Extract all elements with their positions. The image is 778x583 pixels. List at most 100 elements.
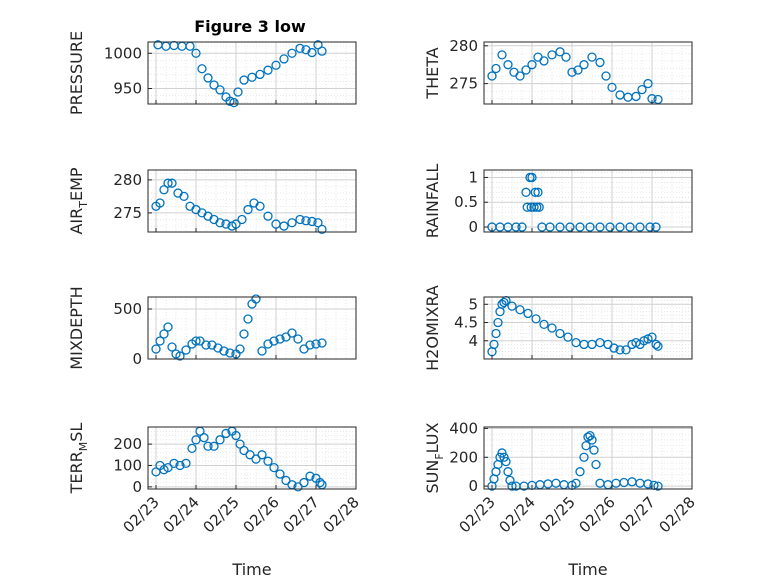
y-tick-label: 0.5 [454,193,478,211]
y-tick-label: 200 [449,448,478,466]
y-tick-label: 500 [113,300,142,318]
data-point [507,301,517,311]
x-tick-label: 02/27 [616,493,659,536]
x-tick-label: 02/26 [240,493,283,536]
data-point [233,87,243,97]
data-point [653,94,663,105]
data-point [495,452,505,462]
data-point [159,329,169,339]
subplot-2: 275 280 THETA [423,37,693,105]
data-point [585,222,595,232]
data-point [561,52,571,62]
data-point [585,431,595,441]
data-point [263,456,273,466]
data-point [501,456,511,467]
axes-box [483,426,693,490]
data-point [197,64,207,74]
data-point [491,63,501,74]
x-tick-label: 02/23 [120,493,163,536]
data-point [589,445,599,455]
data-point [203,73,213,83]
data-point [245,450,255,460]
data-point [167,342,177,352]
data-point [643,78,653,89]
data-point [547,50,557,60]
data-point [491,328,501,339]
data-point [159,185,169,195]
data-point [199,433,209,443]
data-point [191,336,201,346]
data-point [581,441,591,451]
data-point [209,80,219,90]
x-tick-label: 02/25 [200,493,243,536]
data-point [527,60,537,70]
data-point [191,48,201,58]
data-point [533,187,543,197]
data-point [651,339,661,350]
y-tick-label: 4.5 [454,314,478,332]
data-point [317,46,327,56]
data-point [653,341,663,351]
data-point [635,222,645,232]
subplot-5: 0 500 MIXDEPTH [67,286,357,370]
data-point [595,57,605,68]
data-point [151,344,161,354]
data-point [235,344,245,354]
data-point [255,201,265,211]
data-point [243,204,253,215]
data-point [155,336,165,346]
data-point [521,65,531,75]
subplot-3: 275 280 AIRTEMP [67,167,357,235]
data-point [607,82,617,93]
data-point [503,60,513,70]
data-point [645,222,655,232]
plot-area [484,42,692,104]
data-point [499,452,509,462]
x-axis-label: Time [231,560,271,579]
data-point [301,45,311,55]
data-point [269,336,279,346]
data-point [293,334,303,344]
data-point [235,439,245,449]
data-point [505,475,515,485]
y-axis-label: MIXDEPTH [67,286,86,369]
data-point [591,459,601,470]
data-point [281,475,291,486]
plot-area [484,170,692,232]
data-point [595,222,605,232]
data-point [605,222,615,232]
data-point [507,481,517,491]
data-point [287,48,297,58]
y-tick-label: 0 [132,350,142,368]
y-tick-label: 4 [468,332,478,350]
y-tick-label: 0 [468,477,478,495]
data-point [257,450,267,460]
data-point [487,71,497,81]
data-point [279,221,289,231]
subplot-6: 44.55 H2OMIXRA [423,285,693,371]
data-point [175,351,185,361]
data-point [239,75,249,85]
y-axis-label: H2OMIXRA [423,285,442,371]
data-point [215,218,225,228]
data-point [271,60,281,70]
y-tick-label: 950 [113,80,142,98]
data-point [515,71,525,81]
data-point [571,478,581,488]
data-point [275,334,285,344]
axes-box [483,296,693,360]
data-point [307,216,317,227]
data-point [293,482,303,492]
data-point [539,319,549,330]
subplot-4: 0 0.5 1 RAINFALL [423,164,693,239]
data-point [532,202,542,212]
data-point [555,47,565,57]
data-point [579,60,589,70]
data-point [579,452,589,462]
x-axis-label: Time [567,560,607,579]
data-point [587,52,597,62]
data-point [279,54,289,64]
data-point [493,317,503,328]
y-tick-label: 400 [449,419,478,437]
y-axis-label: RAINFALL [423,164,442,239]
